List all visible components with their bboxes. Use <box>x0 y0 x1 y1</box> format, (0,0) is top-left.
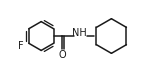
Text: O: O <box>58 50 66 60</box>
Text: F: F <box>18 41 24 51</box>
Text: NH: NH <box>72 28 87 38</box>
